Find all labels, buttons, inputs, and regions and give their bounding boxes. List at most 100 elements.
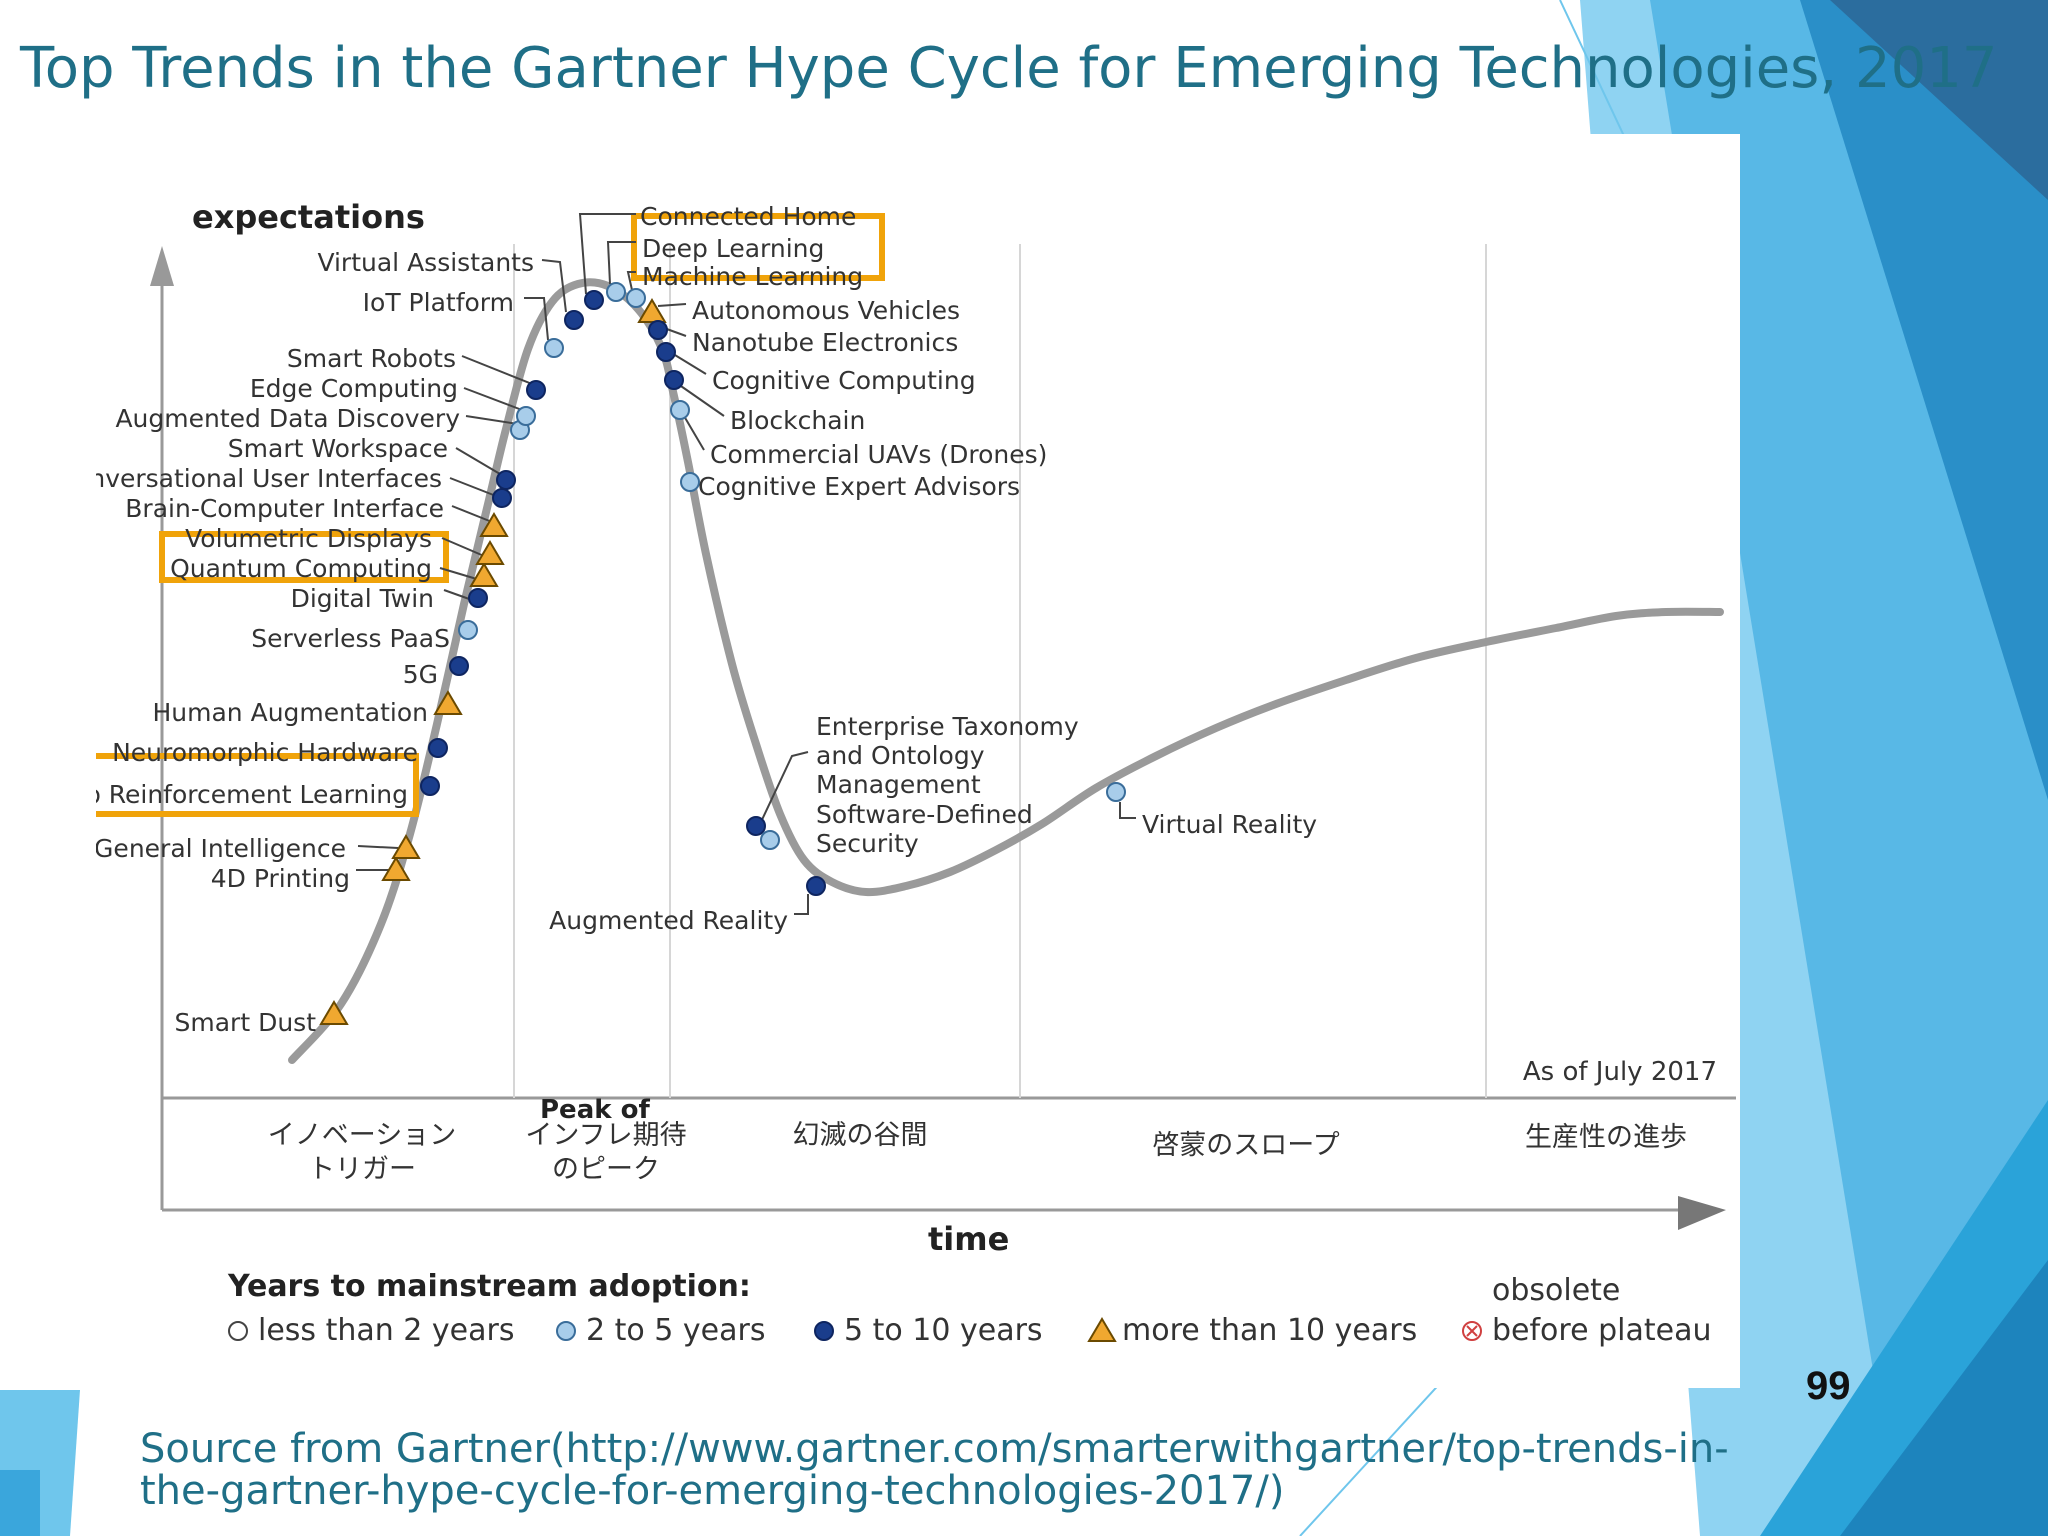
legend-marker-2to5 [556, 1321, 576, 1341]
tech-label-autonomous-vehicles: Autonomous Vehicles [692, 296, 960, 325]
connector-brain-computer-interface [451, 505, 493, 523]
legend-label-5to10: 5 to 10 years [844, 1313, 1043, 1348]
marker-machine-learning [626, 288, 646, 308]
tech-label-conversational-user-interfaces: Conversational User Interfaces [96, 464, 442, 493]
connector-smart-workspace [455, 447, 501, 475]
tech-label-deep-reinforcement-learning: Deep Reinforcement Learning [96, 780, 408, 809]
legend-marker-obsolete [1462, 1321, 1482, 1341]
highlight-box-deep-learning [631, 213, 885, 281]
tech-label-brain-computer-interface: Brain-Computer Interface [125, 494, 444, 523]
source-line-2: the-gartner-hype-cycle-for-emerging-tech… [140, 1468, 1285, 1514]
legend-item-gt10: more than 10 years [1087, 1313, 1417, 1348]
legend-title: Years to mainstream adoption: [227, 1269, 751, 1304]
phase-label-4: 啓蒙のスロープ [1152, 1130, 1339, 1161]
tech-label-serverless-paas: Serverless PaaS [251, 624, 450, 653]
marker-volumetric-displays [475, 540, 505, 565]
connector-quantum-computing [439, 567, 481, 581]
tech-label-smart-robots: Smart Robots [287, 344, 456, 373]
phase-label-2: インフレ期待のピーク [525, 1120, 686, 1185]
marker-cognitive-computing [656, 342, 676, 362]
tech-label-machine-learning: Machine Learning [642, 262, 863, 291]
tech-label-cognitive-computing: Cognitive Computing [712, 366, 976, 395]
marker-5g [449, 656, 469, 676]
legend-marker-lt2 [228, 1321, 248, 1341]
marker-connected-home [584, 290, 604, 310]
source-line-1: Source from Gartner(http://www.gartner.c… [140, 1426, 1729, 1472]
connector-virtual-reality [1119, 802, 1136, 819]
tech-label-connected-home: Connected Home [640, 202, 856, 231]
tech-label-digital-twin: Digital Twin [291, 584, 434, 613]
as-of-label: As of July 2017 [1523, 1057, 1717, 1087]
connector-augmented-reality [794, 894, 809, 915]
peak-label-partial: Peak of [540, 1095, 650, 1125]
connector-digital-twin [443, 589, 473, 601]
tech-label-enterprise-taxonomy-and-ontology-management: Enterprise Taxonomy and Ontology Managemen… [816, 712, 1079, 799]
tech-label-cognitive-expert-advisors: Cognitive Expert Advisors [698, 472, 1020, 501]
tech-label-neuromorphic-hardware: Neuromorphic Hardware [112, 738, 418, 767]
hype-cycle-svg: Smart Dust 4D PrintingArtificial General … [96, 198, 1736, 1348]
connector-smart-robots [461, 355, 533, 385]
connector-connected-home [578, 213, 636, 295]
tech-label-nanotube-electronics: Nanotube Electronics [692, 328, 958, 357]
tech-label-smart-dust: Smart Dust [175, 1008, 317, 1037]
tech-label-deep-learning: Deep Learning [642, 234, 824, 263]
tech-label-commercial-uavs-drones: Commercial UAVs (Drones) [710, 440, 1047, 469]
marker-enterprise-taxonomy-and-ontology-management [746, 816, 766, 836]
tech-label-quantum-computing: Quantum Computing [170, 554, 432, 583]
connector-deep-learning [606, 241, 636, 285]
marker-edge-computing [516, 406, 536, 426]
tech-label-augmented-data-discovery: Augmented Data Discovery [115, 404, 460, 433]
connector-conversational-user-interfaces [449, 477, 497, 497]
marker-virtual-reality [1106, 782, 1126, 802]
phase-label-5: 生産性の進歩 [1525, 1122, 1687, 1153]
tech-label-artificial-general-intelligence: Artificial General Intelligence [96, 834, 346, 863]
marker-deep-learning [606, 282, 626, 302]
tech-label-virtual-reality: Virtual Reality [1142, 810, 1317, 839]
marker-augmented-reality [806, 876, 826, 896]
highlight-box-deep-reinforcement-learning [96, 753, 419, 817]
connector-blockchain [677, 383, 725, 417]
hype-curve [288, 278, 1724, 1064]
legend-label-2to5: 2 to 5 years [586, 1313, 765, 1348]
connector-edge-computing [463, 387, 523, 411]
tech-label-software-defined-security: Software-Defined Security [816, 800, 1033, 858]
highlight-box-quantum-computing [159, 531, 449, 583]
marker-smart-dust [319, 1000, 349, 1025]
y-axis-arrow [150, 246, 174, 286]
marker-nanotube-electronics [648, 320, 668, 340]
tech-label-4d-printing: 4D Printing [211, 864, 350, 893]
marker-virtual-assistants [564, 310, 584, 330]
tech-label-edge-computing: Edge Computing [250, 374, 458, 403]
connector-virtual-assistants [541, 259, 567, 313]
legend-item-obsolete: obsolete before plateau [1462, 1273, 1711, 1348]
marker-commercial-uavs-drones [670, 400, 690, 420]
marker-smart-robots [526, 380, 546, 400]
marker-quantum-computing [469, 562, 499, 587]
marker-iot-platform [544, 338, 564, 358]
tech-label-5g: 5G [403, 660, 438, 689]
marker-serverless-paas [458, 620, 478, 640]
marker-neuromorphic-hardware [428, 738, 448, 758]
connector-artificial-general-intelligence [357, 845, 399, 849]
legend-item-2to5: 2 to 5 years [556, 1313, 765, 1348]
legend-item-lt2: less than 2 years [228, 1313, 514, 1348]
marker-blockchain [664, 370, 684, 390]
phase-label-1: イノベーショントリガー [268, 1120, 456, 1185]
tech-label-blockchain: Blockchain [730, 406, 865, 435]
phase-label-3: 幻滅の谷間 [793, 1120, 928, 1151]
marker-conversational-user-interfaces [492, 488, 512, 508]
marker-artificial-general-intelligence [391, 834, 421, 859]
marker-brain-computer-interface [479, 512, 509, 537]
connector-augmented-data-discovery [465, 415, 519, 425]
tech-label-virtual-assistants: Virtual Assistants [317, 248, 534, 277]
tech-label-smart-workspace: Smart Workspace [228, 434, 448, 463]
marker-human-augmentation [433, 690, 463, 715]
connector-machine-learning [626, 271, 636, 291]
page-number: 99 [1806, 1364, 1851, 1408]
y-axis-label: expectations [192, 198, 425, 236]
connector-autonomous-vehicles [657, 303, 687, 307]
x-axis-arrow [1678, 1196, 1726, 1230]
legend-label-gt10: more than 10 years [1122, 1313, 1417, 1348]
legend-marker-5to10 [814, 1321, 834, 1341]
marker-digital-twin [468, 588, 488, 608]
